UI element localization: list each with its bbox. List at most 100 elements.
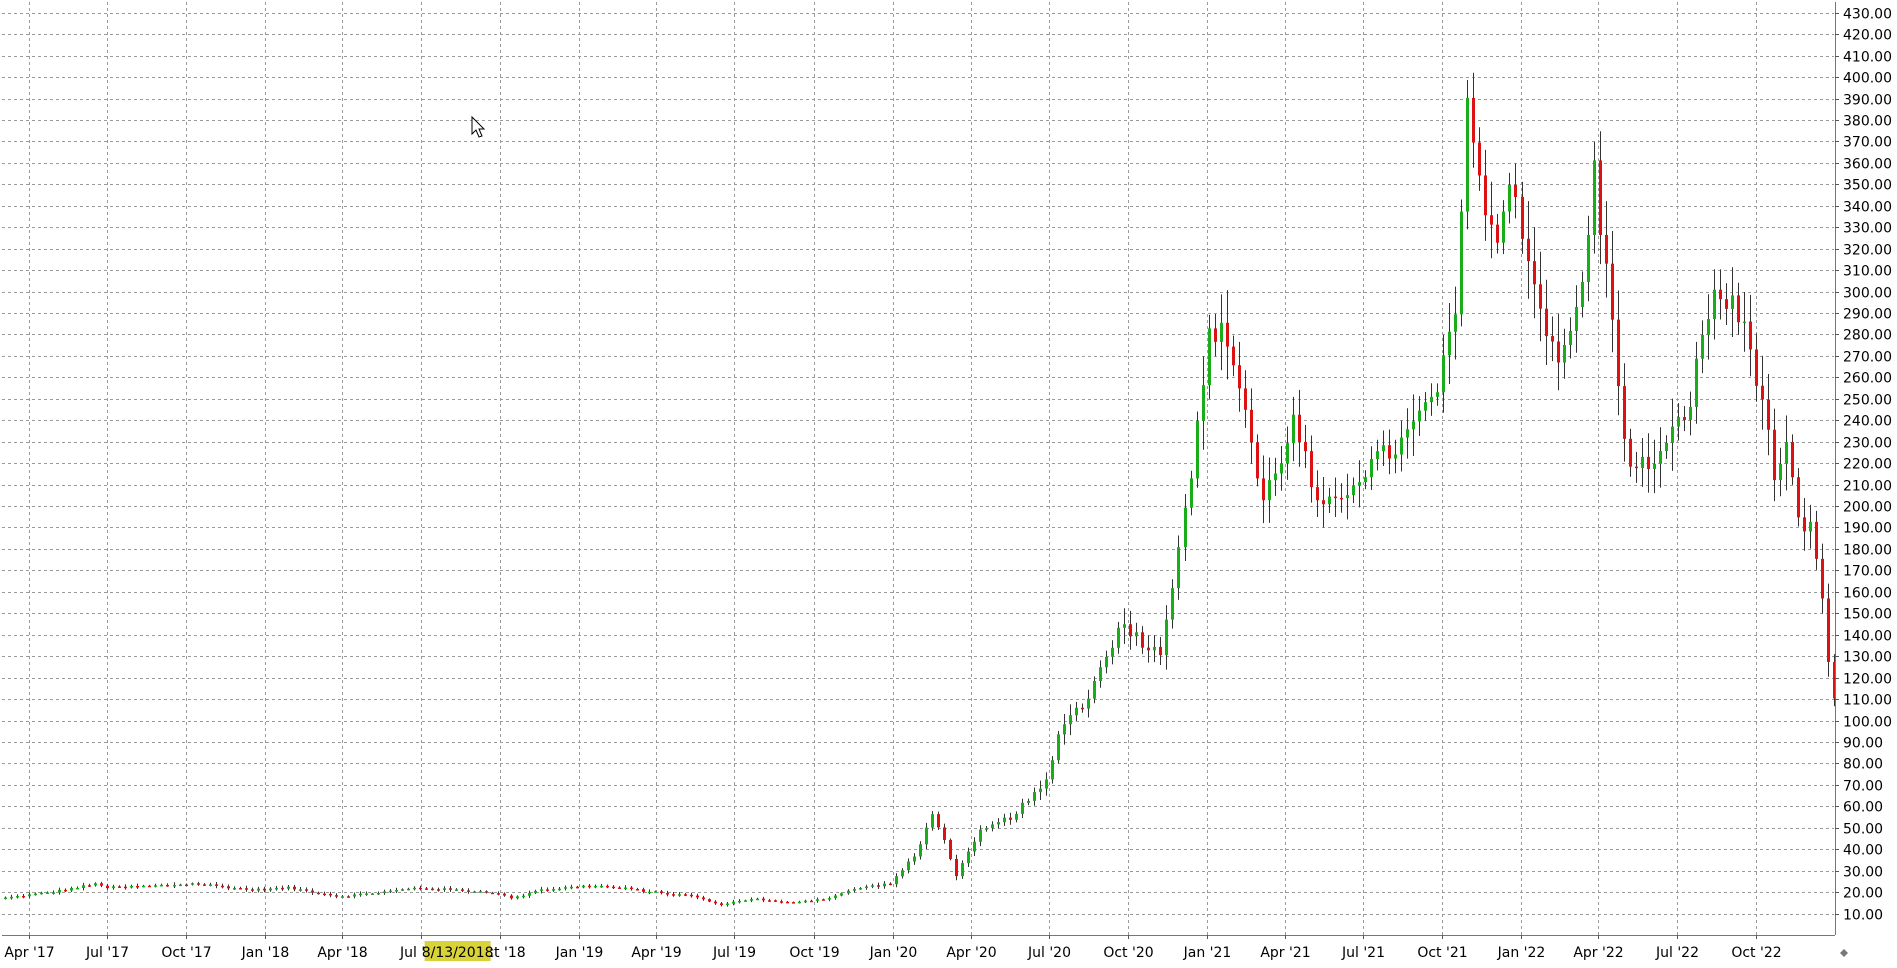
candle-body-down: [780, 901, 783, 903]
x-axis: Apr '17 Jul '17 Oct '17 Jan '18 Apr '18 Jul '…: [4, 935, 1782, 961]
candle: [1159, 637, 1162, 665]
candle: [100, 881, 103, 888]
candle-body-down: [1496, 224, 1499, 243]
candle: [678, 892, 681, 897]
y-tick-label: 140.00: [1843, 629, 1892, 645]
candle: [461, 887, 464, 893]
candle-body-down: [347, 896, 350, 898]
y-tick-label: 30.00: [1843, 865, 1883, 881]
candle-body-up: [564, 887, 567, 889]
candle: [1424, 392, 1427, 421]
candle-body-up: [540, 889, 543, 891]
candle: [130, 884, 133, 889]
candle-body-down: [636, 889, 639, 891]
candle: [1117, 621, 1120, 654]
candle-body-up: [991, 824, 994, 829]
candle: [419, 885, 422, 891]
candle-body-down: [1617, 319, 1620, 387]
candle-body-up: [967, 851, 970, 864]
candle-body-down: [425, 888, 428, 890]
x-tick-label: Jan '21: [1183, 945, 1232, 961]
candle: [269, 887, 272, 892]
candle-body-up: [34, 893, 37, 896]
candle-body-up: [10, 896, 13, 899]
candle-body-up: [479, 891, 482, 893]
candle: [1472, 72, 1475, 168]
candle: [311, 888, 314, 895]
candle: [1683, 406, 1686, 432]
candle: [1521, 181, 1524, 254]
candle: [329, 891, 332, 898]
candle: [1316, 470, 1319, 517]
candle: [257, 886, 260, 893]
candle: [413, 886, 416, 891]
candle: [1039, 780, 1042, 801]
y-tick-label: 130.00: [1843, 650, 1892, 666]
candle: [203, 883, 206, 886]
candle: [762, 896, 765, 903]
y-tick-label: 230.00: [1843, 436, 1892, 452]
y-tick-label: 160.00: [1843, 586, 1892, 602]
y-tick-label: 90.00: [1843, 736, 1883, 752]
candle-body-up: [70, 887, 73, 891]
candle-body-up: [341, 896, 344, 898]
candle-body-up: [961, 863, 964, 877]
candle: [576, 885, 579, 889]
candle: [600, 883, 603, 888]
candle-body-up: [1208, 328, 1211, 386]
candle-body-up: [1352, 485, 1355, 496]
y-tick-label: 120.00: [1843, 672, 1892, 688]
candle: [1821, 543, 1824, 614]
candle: [1514, 163, 1517, 219]
candles-layer: [4, 72, 1836, 907]
candle-body-up: [1153, 646, 1156, 651]
candle: [221, 883, 224, 889]
candle: [792, 901, 795, 904]
candle-body-down: [1749, 321, 1752, 350]
candle: [552, 886, 555, 892]
candle: [979, 825, 982, 847]
candle: [1382, 430, 1385, 466]
candle-body-up: [359, 893, 362, 896]
candle-body-up: [40, 892, 43, 895]
candle-body-up: [883, 883, 886, 887]
candle: [118, 885, 121, 888]
candle-body-up: [1003, 817, 1006, 823]
candle-body-down: [774, 900, 777, 902]
x-tick-label: Apr '20: [946, 945, 996, 961]
candle: [1460, 199, 1463, 327]
candle: [889, 882, 892, 886]
candle: [185, 883, 188, 887]
candle: [1593, 141, 1596, 254]
candle: [287, 885, 290, 891]
candle: [305, 887, 308, 893]
candle-body-up: [756, 898, 759, 901]
candle-body-down: [1623, 386, 1626, 439]
candle-body-up: [1099, 667, 1102, 681]
candle-body-up: [1039, 788, 1042, 793]
candle: [1827, 583, 1830, 677]
candle-body-down: [245, 888, 248, 890]
candle: [1430, 383, 1433, 416]
candle-body-up: [1412, 421, 1415, 430]
candle-body-up: [522, 895, 525, 898]
candle-body-down: [203, 884, 206, 886]
candle: [1400, 420, 1403, 472]
candle: [1490, 181, 1493, 259]
candle: [1412, 394, 1415, 457]
candle-body-up: [130, 886, 133, 888]
y-tick-label: 110.00: [1843, 693, 1892, 709]
candle: [335, 893, 338, 899]
y-tick-label: 290.00: [1843, 307, 1892, 323]
candle: [1322, 476, 1325, 528]
candle-body-up: [1087, 698, 1090, 709]
candle: [299, 887, 302, 892]
candle-body-down: [1244, 388, 1247, 410]
candle: [895, 873, 898, 888]
candle-body-up: [142, 885, 145, 888]
candle-body-up: [1268, 480, 1271, 501]
candle: [582, 884, 585, 889]
candle-body-down: [1551, 336, 1554, 342]
